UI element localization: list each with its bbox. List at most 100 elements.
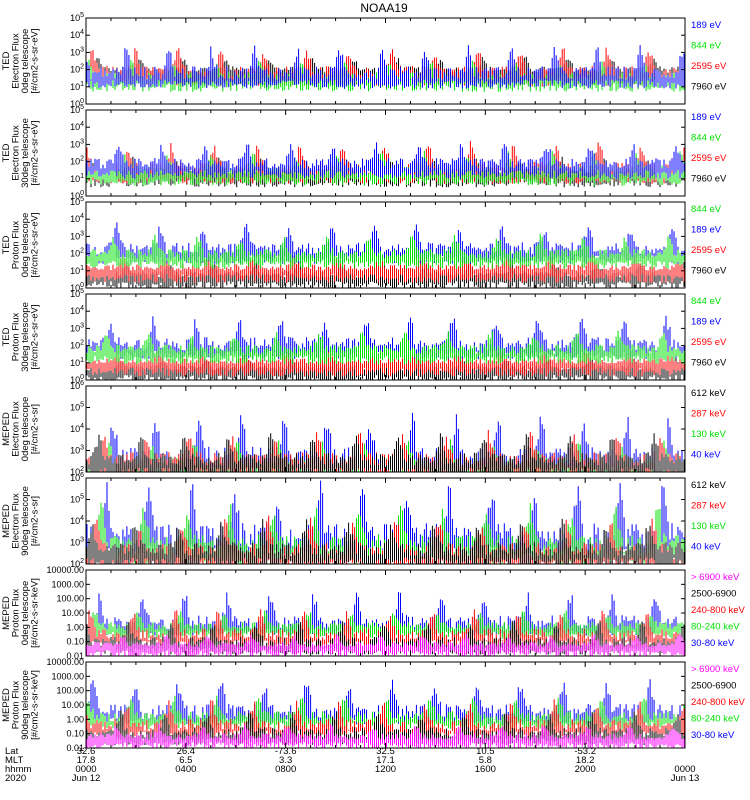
series-line-red — [86, 350, 685, 377]
legend-entry: 189 eV — [691, 20, 722, 31]
y-axis-label-line: 90deg telescope — [20, 486, 31, 556]
y-tick-label: 103 — [70, 445, 84, 456]
footer-value: 26.4 — [177, 746, 196, 757]
footer-value: 18.2 — [576, 755, 595, 766]
tick-base: 10 — [70, 174, 80, 184]
tick-exponent: 3 — [80, 46, 84, 53]
tick-exponent: 2 — [80, 248, 84, 255]
y-axis-label-line: 0deg telescope — [20, 29, 31, 93]
y-tick-label: 102 — [70, 558, 84, 569]
legend-entry: 30-80 keV — [691, 638, 735, 649]
panel-frame — [85, 17, 686, 105]
tick-exponent: 4 — [80, 121, 84, 128]
footer-value: 6.5 — [179, 755, 192, 766]
y-tick-label: 0.10 — [66, 637, 84, 647]
legend-entry: 7960 eV — [691, 173, 727, 184]
y-tick-label: 100 — [70, 190, 84, 201]
y-tick-label: 101 — [70, 265, 84, 276]
y-tick-label: 0.10 — [66, 729, 84, 739]
y-axis-label-line: Electron Flux — [11, 33, 22, 89]
y-axis-label-line: 0deg telescope — [20, 581, 31, 645]
tick-base: 10 — [70, 122, 80, 132]
y-axis-label-line: TED — [1, 235, 12, 254]
y-tick-label: 106 — [70, 472, 84, 483]
y-axis-label-line: [#/cm2-s-sr] — [30, 496, 41, 546]
y-axis-label-line: TED — [1, 143, 12, 162]
tick-exponent: 5 — [80, 402, 84, 409]
footer-value: 2000 — [575, 764, 596, 775]
y-tick-label: 105 — [70, 12, 84, 23]
tick-exponent: 5 — [80, 104, 84, 111]
y-tick-label: 105 — [70, 104, 84, 115]
tick-base: 10 — [70, 467, 80, 477]
y-axis-label-line: [#/cm2-s-sr-eV] — [30, 121, 41, 186]
y-tick-label: 104 — [70, 423, 84, 434]
tick-base: 10 — [70, 375, 80, 385]
footer-value: Jun 12 — [72, 773, 101, 784]
legend-entry: 7960 eV — [691, 265, 727, 276]
y-tick-label: 102 — [70, 64, 84, 75]
tick-exponent: 3 — [80, 445, 84, 452]
y-tick-label: 105 — [70, 196, 84, 207]
footer-value: Jun 13 — [671, 773, 700, 784]
tick-base: 10 — [70, 289, 80, 299]
y-axis-label-line: MEPED — [1, 504, 12, 538]
y-tick-label: 104 — [70, 515, 84, 526]
y-tick-label: 102 — [70, 466, 84, 477]
series-line-blue — [86, 45, 685, 89]
legend-entry: 80-240 keV — [691, 714, 740, 725]
footer-value: 17.1 — [376, 755, 395, 766]
series-line-black — [86, 518, 685, 564]
y-tick-label: 1.00 — [66, 622, 84, 632]
legend-entry: 612 keV — [691, 480, 727, 491]
tick-exponent: 4 — [80, 213, 84, 220]
legend-entry: > 6900 keV — [691, 664, 740, 675]
y-axis-label-line: 0deg telescope — [20, 397, 31, 461]
tick-base: 10 — [70, 65, 80, 75]
tick-exponent: 3 — [80, 230, 84, 237]
y-tick-label: 103 — [70, 138, 84, 149]
y-tick-label: 0.01 — [66, 651, 84, 661]
tick-exponent: 3 — [80, 138, 84, 145]
y-tick-label: 0.01 — [66, 743, 84, 753]
legend-entry: 844 eV — [691, 204, 722, 215]
y-tick-label: 102 — [70, 156, 84, 167]
tick-exponent: 0 — [80, 282, 84, 289]
legend-entry: 240-800 keV — [691, 697, 746, 708]
legend-entry: 189 eV — [691, 224, 722, 235]
legend-entry: 2595 eV — [691, 337, 727, 348]
footer-row-label: Lat — [5, 746, 19, 757]
tick-base: 10 — [70, 99, 80, 109]
y-axis-label-line: Proton Flux — [11, 220, 22, 269]
y-axis-label-line: Proton Flux — [11, 588, 22, 637]
legend-entry: 80-240 keV — [691, 622, 740, 633]
tick-base: 10 — [70, 157, 80, 167]
panel-frame — [85, 109, 686, 197]
y-axis-label-line: [#/cm2-s-sr-eV] — [30, 29, 41, 94]
tick-exponent: 6 — [80, 472, 84, 479]
tick-base: 10 — [70, 197, 80, 207]
tick-base: 10 — [70, 341, 80, 351]
tick-exponent: 1 — [80, 173, 84, 180]
footer-value: 0400 — [175, 764, 196, 775]
tick-exponent: 0 — [80, 98, 84, 105]
y-axis-label-line: Proton Flux — [11, 312, 22, 361]
tick-exponent: 6 — [80, 380, 84, 387]
panel-frame — [85, 385, 686, 473]
y-tick-label: 104 — [70, 29, 84, 40]
tick-base: 10 — [70, 214, 80, 224]
y-axis-label-line: TED — [1, 51, 12, 70]
legend-entry: 130 keV — [691, 429, 727, 440]
tick-exponent: 5 — [80, 494, 84, 501]
y-tick-label: 102 — [70, 340, 84, 351]
y-tick-label: 102 — [70, 248, 84, 259]
footer-row-label: MLT — [5, 755, 23, 766]
tick-exponent: 1 — [80, 357, 84, 364]
tick-base: 10 — [70, 283, 80, 293]
tick-base: 10 — [70, 249, 80, 259]
y-tick-label: 104 — [70, 213, 84, 224]
